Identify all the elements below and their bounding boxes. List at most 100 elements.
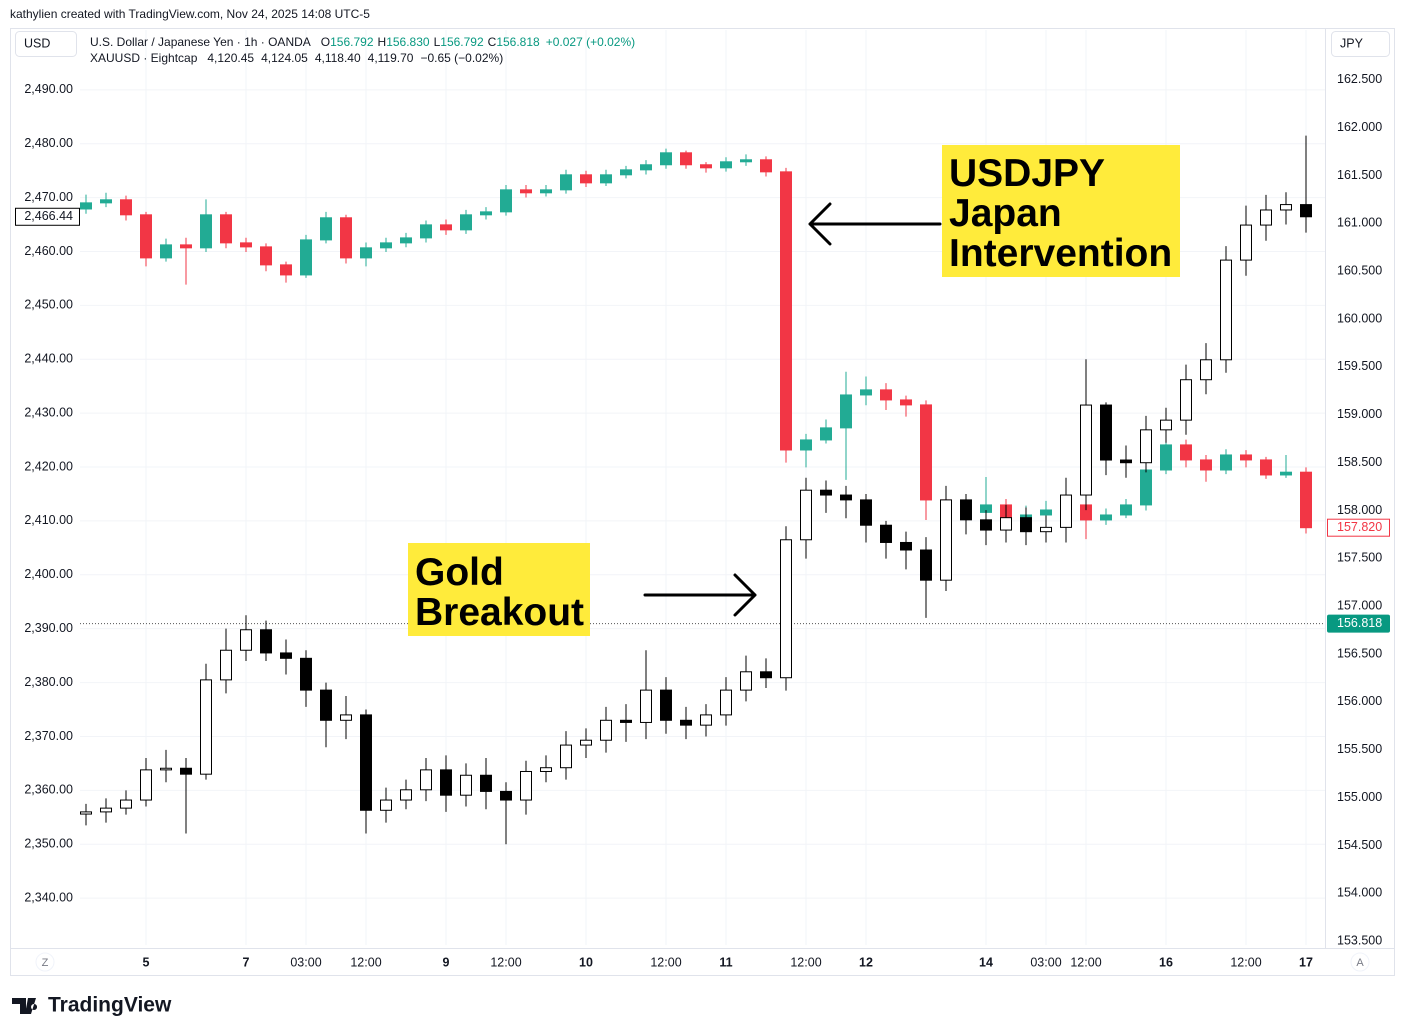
candle-body (800, 439, 812, 451)
last-price-box (15, 207, 80, 226)
candle-body (900, 399, 912, 406)
candle-body (660, 152, 672, 166)
candle-body (720, 689, 732, 716)
x-tick-label: 12 (859, 955, 873, 969)
candle-body (1260, 209, 1272, 226)
candle-body (700, 714, 712, 726)
candle-body (180, 244, 192, 249)
candle-body (1280, 471, 1292, 476)
candle-body (120, 199, 132, 216)
currency-label[interactable]: JPY (1340, 36, 1364, 50)
candle-body (620, 169, 632, 176)
legend-value: 156.830 (386, 35, 430, 49)
candle-body (900, 541, 912, 551)
candle-body (1040, 509, 1052, 516)
credit: kathylien created with TradingView.com, … (10, 7, 370, 21)
candle-body (760, 159, 772, 173)
logo: TradingView (48, 994, 172, 1017)
annotation-box (408, 543, 590, 636)
candle-body (1160, 419, 1172, 431)
candle-body (880, 389, 892, 401)
candle-body (440, 224, 452, 231)
y2-tick-label: 162.500 (1337, 72, 1382, 86)
candle-body (1160, 444, 1172, 471)
price-line-label: 156.818 (1337, 616, 1382, 630)
y2-tick-label: 156.500 (1337, 646, 1382, 660)
x-tick-label: 10 (579, 955, 593, 969)
x-tick-label: 17 (1299, 955, 1313, 969)
x-tick-label: 12:00 (1070, 955, 1101, 969)
legend-name: XAUUSD · Eightcap (90, 51, 198, 65)
x-tick-label: 12:00 (350, 955, 381, 969)
candle-body (200, 679, 212, 775)
candle-body (1100, 404, 1112, 461)
last-price-label: 157.820 (1337, 520, 1382, 534)
y2-tick-label: 157.500 (1337, 551, 1382, 565)
candle-body (400, 789, 412, 801)
annotation-text: Gold (415, 551, 504, 594)
annotation-text: Intervention (949, 232, 1172, 275)
candle-body (240, 242, 252, 248)
candle-body (720, 161, 732, 169)
candle-body (940, 499, 952, 581)
y-tick-label: 2,380.00 (24, 675, 73, 689)
legend-key: L (434, 35, 441, 49)
candle-body (380, 799, 392, 811)
candle-body (680, 719, 692, 726)
annotation-text: Japan (949, 192, 1062, 235)
candle-body (700, 164, 712, 169)
y2-tick-label: 161.500 (1337, 168, 1382, 182)
y2-tick-label: 160.500 (1337, 263, 1382, 277)
candle-body (620, 719, 632, 723)
legend-value: 4,124.05 (261, 51, 308, 65)
candle-body (1060, 494, 1072, 528)
legend-key: O (321, 35, 330, 49)
candle-body (1220, 259, 1232, 361)
legend-value: 156.792 (440, 35, 484, 49)
candle-body (1100, 514, 1112, 521)
currency-button[interactable] (15, 31, 77, 57)
candle-body (480, 774, 492, 792)
candle-body (260, 629, 272, 654)
candle-body (660, 689, 672, 721)
legend-value: 4,118.40 (315, 51, 361, 65)
arrow (643, 573, 757, 617)
legend-row: XAUUSD · Eightcap 4,120.45 4,124.05 4,118.4… (90, 51, 503, 65)
y-tick-label: 2,410.00 (24, 513, 73, 527)
x-tick-label: 11 (719, 955, 732, 969)
candle-body (340, 217, 352, 259)
y-tick-label: 2,400.00 (24, 567, 73, 581)
y2-tick-label: 160.000 (1337, 311, 1382, 325)
candle-body (1040, 526, 1052, 533)
annotation-box (942, 145, 1180, 277)
scale-button-label[interactable]: Z (42, 957, 49, 969)
y2-tick-label: 158.000 (1337, 503, 1382, 517)
scale-button-label[interactable]: A (1356, 957, 1364, 969)
candle-body (1240, 454, 1252, 461)
currency-label[interactable]: USD (24, 36, 50, 50)
candle-body (160, 767, 172, 771)
y-tick-label: 2,450.00 (24, 298, 73, 312)
candle-body (920, 404, 932, 501)
scale-button[interactable] (35, 952, 55, 972)
candle-body (520, 189, 532, 194)
scale-button[interactable] (1350, 952, 1370, 972)
candle-body (840, 394, 852, 429)
candle-body (740, 159, 752, 163)
candle-body (760, 671, 772, 679)
candle-body (460, 214, 472, 231)
legend-change: +0.027 (+0.02%) (546, 35, 635, 49)
candle-body (1300, 204, 1312, 218)
y2-tick-label: 161.000 (1337, 216, 1382, 230)
candle-body (1140, 429, 1152, 464)
candle-body (220, 649, 232, 681)
currency-button[interactable] (1331, 31, 1390, 57)
x-tick-label: 14 (979, 955, 993, 969)
candle-body (300, 657, 312, 691)
legend-value: 4,119.70 (368, 51, 414, 65)
candle-body (880, 524, 892, 543)
candle-body (80, 811, 92, 815)
y2-tick-label: 159.000 (1337, 407, 1382, 421)
candle-body (860, 499, 872, 526)
